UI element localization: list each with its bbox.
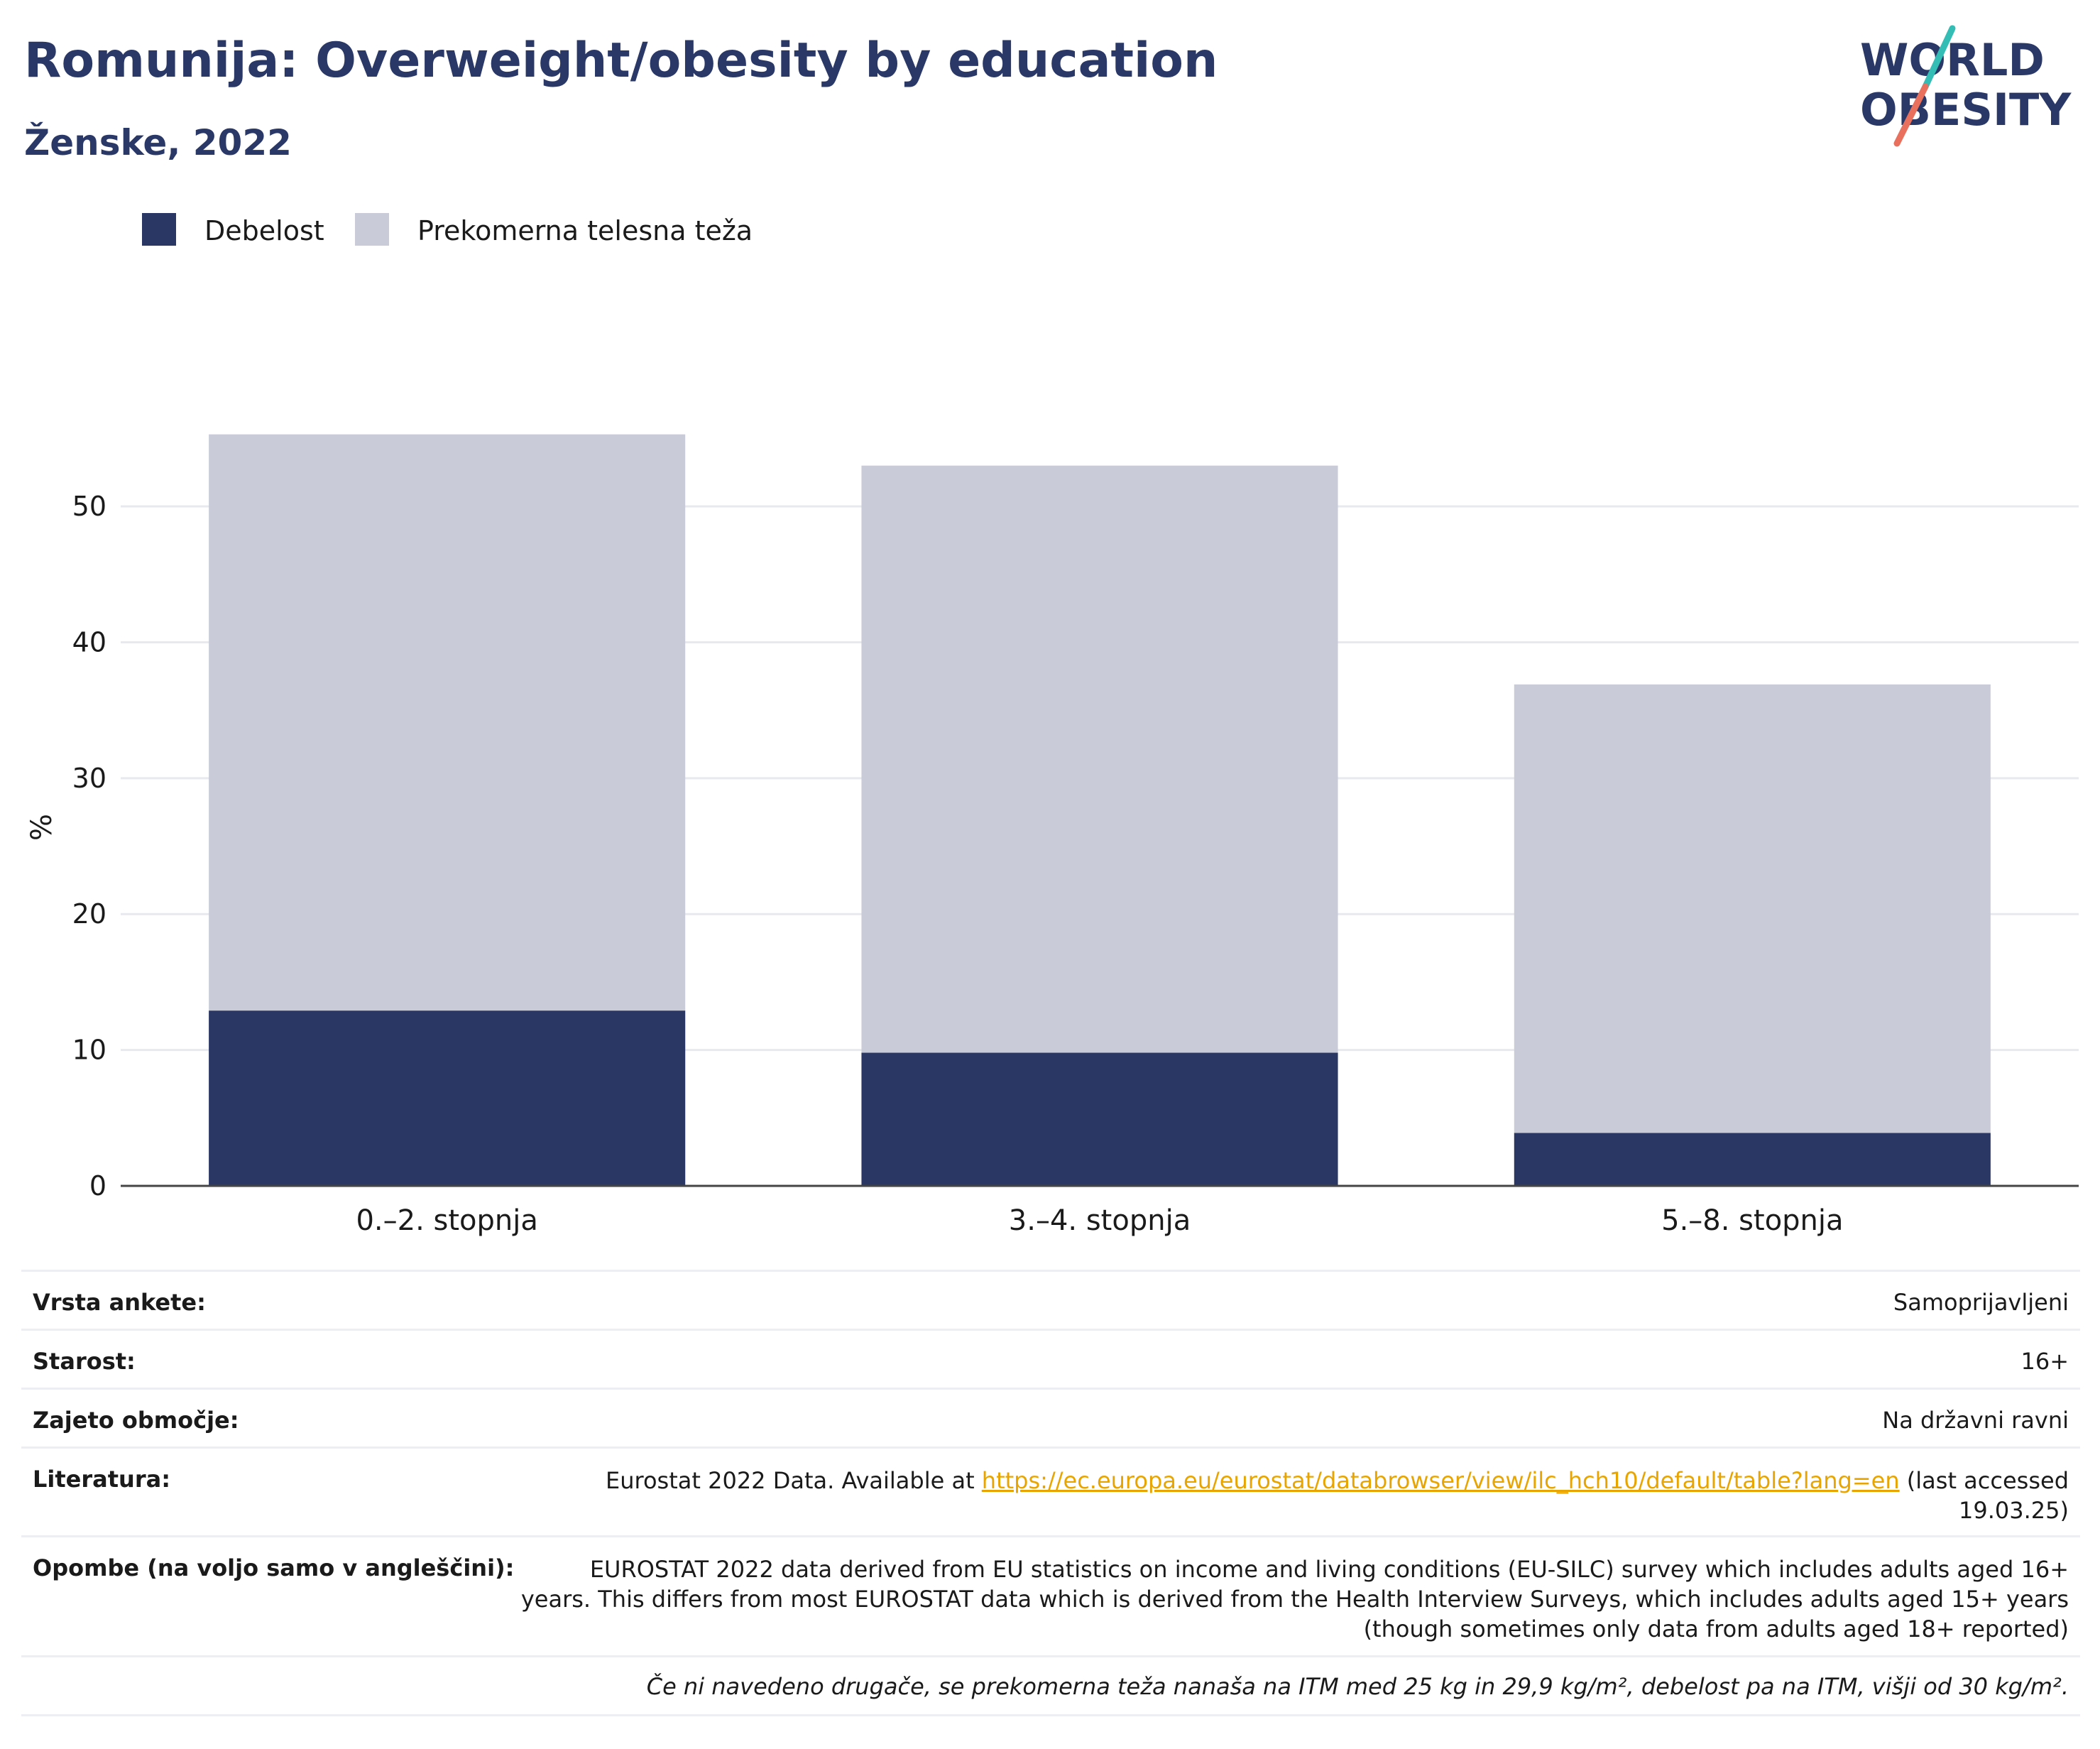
legend-label-1: Prekomerna telesna teža	[417, 215, 753, 246]
axes: 0 10 20 30 40 50% 0.–2. stopnja 3.–4. stopnja 5.…	[26, 491, 2079, 1237]
bar-overweight-0	[209, 434, 686, 1011]
logo-slash-top	[1922, 25, 1956, 90]
chart-title: Romunija: Overweight/obesity by educatio…	[24, 33, 1218, 89]
legend-label-0: Debelost	[204, 215, 324, 246]
metadata-table: Vrsta ankete: Samoprijavljeni Starost: 1…	[21, 1270, 2080, 1716]
notes-line: years. This differs from most EUROSTAT d…	[520, 1586, 2069, 1613]
meta-label: Literatura:	[33, 1466, 170, 1493]
meta-value: Samoprijavljeni	[1893, 1289, 2069, 1316]
legend: Debelost Prekomerna telesna teža	[142, 213, 753, 246]
y-tick-label: 10	[72, 1035, 106, 1066]
footnote: Če ni navedeno drugače, se prekomerna te…	[646, 1673, 2069, 1700]
logo-slash-bottom	[1893, 83, 1929, 147]
bar-obesity-0	[209, 1010, 686, 1186]
meta-value: 16+	[2020, 1348, 2069, 1375]
meta-row-notes: Opombe (na voljo samo v angleščini): EUR…	[21, 1535, 2080, 1655]
legend-swatch-1	[355, 213, 389, 246]
bar-overweight-1	[861, 465, 1338, 1053]
y-tick-label: 50	[72, 491, 106, 522]
logo-line-1: WORLD	[1860, 34, 2045, 86]
literature-suffix: (last accessed	[1899, 1467, 2069, 1494]
literature-line-2: 19.03.25)	[1959, 1497, 2069, 1524]
bar-obesity-2	[1514, 1133, 1991, 1186]
meta-label: Vrsta ankete:	[33, 1289, 206, 1316]
meta-value: Eurostat 2022 Data. Available at https:/…	[606, 1466, 2069, 1525]
meta-value: Na državni ravni	[1882, 1407, 2069, 1434]
world-obesity-logo: WORLD OBESITY	[1860, 25, 2072, 147]
bar-chart: Debelost Prekomerna telesna teža 0 10 20 30 4…	[26, 213, 2079, 1237]
meta-label: Opombe (na voljo samo v angleščini):	[33, 1554, 515, 1581]
meta-row-footnote: Če ni navedeno drugače, se prekomerna te…	[21, 1655, 2080, 1716]
meta-row-coverage: Zajeto območje: Na državni ravni	[21, 1388, 2080, 1446]
meta-label: Starost:	[33, 1348, 136, 1375]
bars	[209, 434, 1991, 1186]
literature-prefix: Eurostat 2022 Data. Available at	[606, 1467, 982, 1494]
y-tick-label: 20	[72, 898, 106, 930]
y-axis-label: %	[26, 814, 58, 841]
chart-subtitle: Ženske, 2022	[24, 122, 292, 163]
meta-value: EUROSTAT 2022 data derived from EU stati…	[521, 1554, 2069, 1644]
y-tick-label: 0	[89, 1170, 106, 1202]
bar-overweight-2	[1514, 684, 1991, 1133]
meta-row-age: Starost: 16+	[21, 1329, 2080, 1388]
y-tick-label: 40	[72, 626, 106, 658]
logo-line-2: OBESITY	[1860, 84, 2072, 136]
x-tick-label: 0.–2. stopnja	[356, 1204, 537, 1237]
y-tick-label: 30	[72, 763, 106, 794]
notes-line: EUROSTAT 2022 data derived from EU stati…	[589, 1556, 2069, 1583]
x-tick-label: 5.–8. stopnja	[1661, 1204, 1843, 1237]
meta-row-survey: Vrsta ankete: Samoprijavljeni	[21, 1270, 2080, 1329]
x-tick-label: 3.–4. stopnja	[1009, 1204, 1191, 1237]
notes-line: (though sometimes only data from adults …	[1363, 1615, 2069, 1642]
literature-link[interactable]: https://ec.europa.eu/eurostat/databrowse…	[981, 1467, 1900, 1494]
bar-obesity-1	[861, 1052, 1338, 1186]
legend-swatch-0	[142, 213, 176, 246]
meta-label: Zajeto območje:	[33, 1407, 239, 1434]
meta-row-literature: Literatura: Eurostat 2022 Data. Availabl…	[21, 1446, 2080, 1535]
